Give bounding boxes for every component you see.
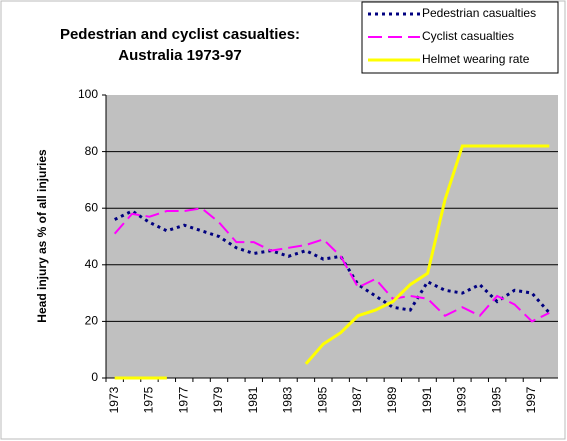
y-axis-label: Head injury as % of all injuries	[35, 149, 49, 323]
y-tick-label: 20	[85, 314, 99, 328]
x-tick-label: 1985	[315, 386, 329, 413]
y-tick-label: 100	[78, 87, 98, 101]
x-tick-label: 1995	[489, 386, 503, 413]
x-tick-label: 1997	[524, 386, 538, 413]
x-tick-label: 1989	[385, 386, 399, 413]
y-tick-label: 60	[85, 200, 99, 214]
y-tick-label: 40	[85, 257, 99, 271]
x-tick-label: 1973	[107, 386, 121, 413]
x-tick-label: 1981	[246, 386, 260, 413]
x-tick-label: 1993	[455, 386, 469, 413]
y-tick-label: 80	[85, 144, 99, 158]
x-tick-label: 1987	[350, 386, 364, 413]
series-line	[114, 144, 550, 380]
x-tick-label: 1991	[420, 386, 434, 413]
x-tick-label: 1977	[176, 386, 190, 413]
y-tick-label: 0	[91, 370, 98, 384]
chart-title: Pedestrian and cyclist casualties:	[60, 26, 300, 43]
legend-label: Pedestrian casualties	[422, 6, 536, 20]
x-tick-label: 1979	[211, 386, 225, 413]
legend-label: Helmet wearing rate	[422, 52, 530, 66]
series-line	[113, 207, 550, 323]
plot-area	[106, 95, 558, 378]
legend-label: Cyclist casualties	[422, 29, 514, 43]
x-tick-label: 1975	[142, 386, 156, 413]
chart-subtitle: Australia 1973-97	[118, 47, 241, 64]
x-tick-label: 1983	[281, 386, 295, 413]
